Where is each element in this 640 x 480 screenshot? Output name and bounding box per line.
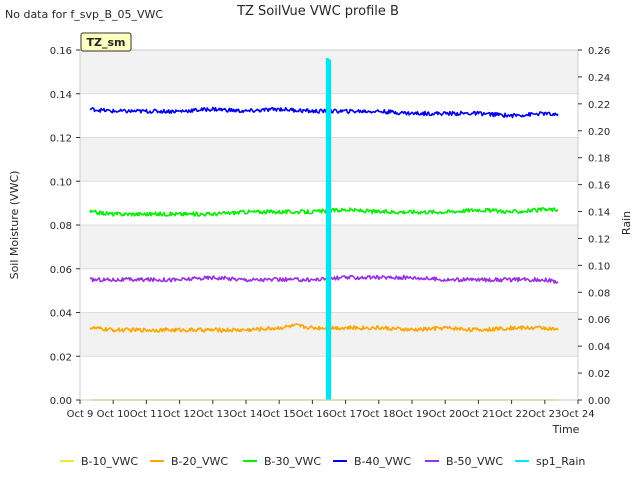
x-tick-label: Oct 13 — [196, 409, 229, 420]
y2-tick-label: 0.18 — [588, 154, 610, 165]
site-badge-label: TZ_sm — [87, 36, 126, 49]
y-tick-label: 0.04 — [50, 309, 72, 320]
y2-tick-label: 0.22 — [588, 100, 610, 111]
x-tick-label: Oct 17 — [329, 409, 362, 420]
site-badge: TZ_sm — [80, 32, 132, 52]
y-tick-label: 0.12 — [50, 134, 72, 145]
y2-tick-label: 0.12 — [588, 234, 610, 245]
y2-axis-label: Rain — [620, 211, 633, 235]
x-tick-label: Oct 19 — [395, 409, 428, 420]
y2-tick-label: 0.08 — [588, 288, 610, 299]
y-tick-label: 0.08 — [50, 221, 72, 232]
x-tick-label: Oct 16 — [296, 409, 329, 420]
series-line-b-50-vwc — [89, 274, 559, 284]
legend-label: sp1_Rain — [536, 455, 585, 468]
y-tick-label: 0.00 — [50, 396, 72, 407]
series-line-b-30-vwc — [89, 207, 559, 217]
legend-label: B-20_VWC — [171, 455, 228, 468]
top-left-note: No data for f_svp_B_05_VWC — [5, 8, 163, 21]
y2-tick-label: 0.00 — [588, 396, 610, 407]
y-tick-label: 0.06 — [50, 265, 72, 276]
x-tick-label: Oct 10 — [97, 409, 130, 420]
x-tick-label: Oct 11 — [130, 409, 163, 420]
y-tick-label: 0.16 — [50, 46, 72, 57]
x-tick-label: Oct 9 — [67, 409, 94, 420]
y2-tick-label: 0.10 — [588, 261, 610, 272]
y2-tick-label: 0.26 — [588, 46, 610, 57]
x-tick-label: Oct 21 — [462, 409, 495, 420]
x-axis-ticks: Oct 9 Oct 10 Oct 11 Oct 12 Oct 13 Oct 14 Oct 1… — [67, 400, 595, 420]
x-tick-label: Oct 12 — [163, 409, 196, 420]
y-axis-ticks: 0.00 0.02 0.04 0.06 0.08 0.10 0.12 0.14 0.16 — [50, 46, 80, 407]
rain-bar — [325, 58, 329, 400]
x-tick-label: Oct 15 — [263, 409, 296, 420]
legend: B-10_VWC B-20_VWC B-30_VWC B-40_VWC B-50_VWC… — [60, 455, 585, 468]
x-tick-label: Oct 20 — [429, 409, 462, 420]
y-tick-label: 0.10 — [50, 177, 72, 188]
y2-axis-ticks: 0.00 0.02 0.04 0.06 0.08 0.10 0.12 0.14 0.16 0.18… — [578, 46, 610, 407]
y2-tick-label: 0.04 — [588, 342, 610, 353]
series-line-b-40-vwc — [89, 106, 559, 119]
y2-tick-label: 0.14 — [588, 208, 610, 219]
rain-bar — [328, 59, 332, 401]
y2-tick-label: 0.20 — [588, 127, 610, 138]
x-axis-label: Time — [552, 423, 580, 436]
series-line-b-20-vwc — [89, 323, 559, 333]
legend-label: B-10_VWC — [81, 455, 138, 468]
x-tick-label: Oct 24 — [561, 409, 594, 420]
y-tick-label: 0.02 — [50, 352, 72, 363]
y2-tick-label: 0.02 — [588, 369, 610, 380]
y-tick-label: 0.14 — [50, 90, 72, 101]
legend-label: B-30_VWC — [264, 455, 321, 468]
y2-tick-label: 0.16 — [588, 181, 610, 192]
y2-tick-label: 0.24 — [588, 73, 610, 84]
legend-label: B-40_VWC — [354, 455, 411, 468]
x-tick-label: Oct 22 — [495, 409, 528, 420]
x-tick-label: Oct 18 — [362, 409, 395, 420]
legend-label: B-50_VWC — [446, 455, 503, 468]
chart-title: TZ SoilVue VWC profile B — [236, 4, 399, 19]
y-axis-label: Soil Moisture (VWC) — [8, 171, 21, 280]
x-tick-label: Oct 23 — [528, 409, 561, 420]
x-tick-label: Oct 14 — [229, 409, 262, 420]
y2-tick-label: 0.06 — [588, 315, 610, 326]
